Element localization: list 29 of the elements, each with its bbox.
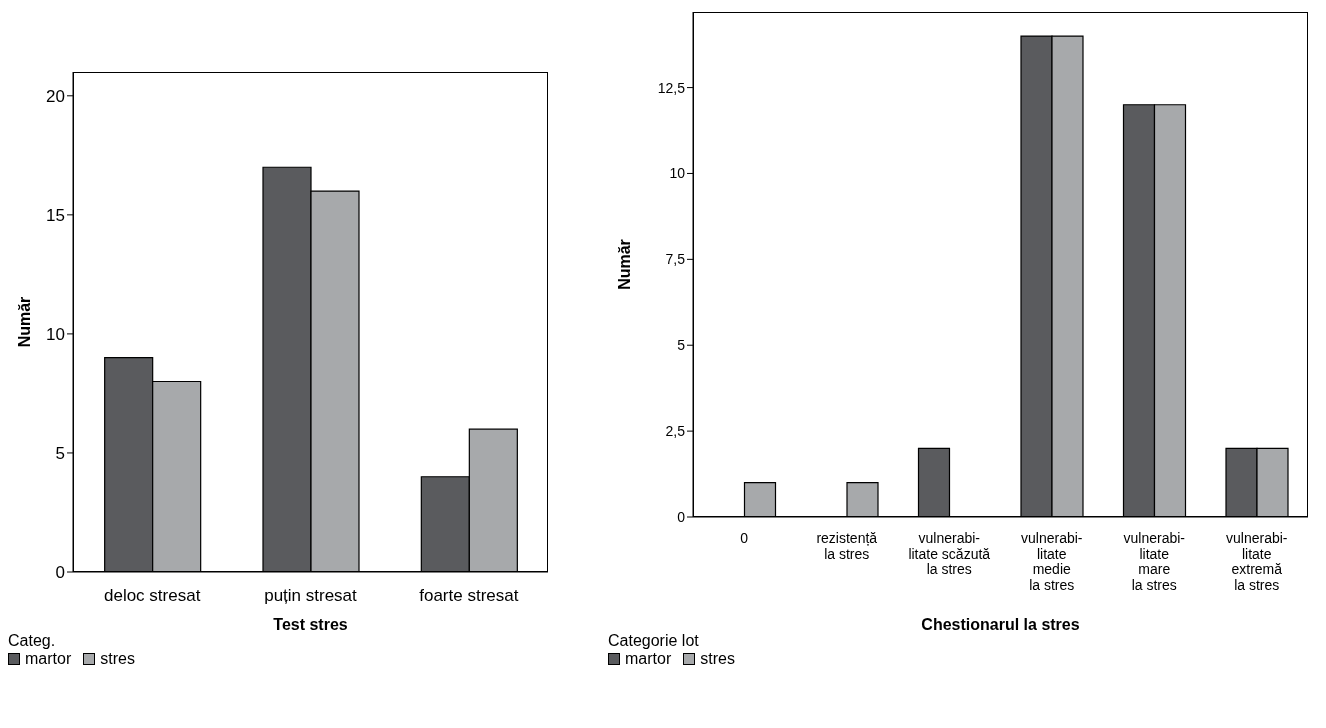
y-tick-label: 15 <box>46 205 65 225</box>
x-tick-label: puțin stresat <box>264 586 358 605</box>
legend-label: stres <box>699 650 735 668</box>
x-tick-label: foarte stresat <box>419 586 519 605</box>
legend-label: martor <box>624 650 672 668</box>
x-tick-label: 0 <box>740 530 749 546</box>
y-axis-title: Număr <box>615 239 633 290</box>
y-tick-label: 10 <box>669 165 686 182</box>
y-tick-label: 7,5 <box>665 251 686 268</box>
legend-title: Categ. <box>8 632 57 650</box>
y-tick-label: 20 <box>46 86 65 106</box>
x-tick-label: rezistență la stres <box>816 530 878 562</box>
y-tick-label: 5 <box>55 443 65 463</box>
legend-label: martor <box>24 650 72 668</box>
y-tick-label: 0 <box>677 508 686 525</box>
legend-title: Categorie lot <box>608 632 700 650</box>
y-tick-label: 10 <box>46 324 65 344</box>
x-tick-label: deloc stresat <box>103 586 201 605</box>
y-axis-title: Număr <box>15 296 33 348</box>
y-tick-label: 5 <box>677 337 686 354</box>
legend-label: stres <box>99 650 135 668</box>
x-tick-label: vulnerabi- litate extremă la stres <box>1226 530 1288 594</box>
x-axis-title: Test stres <box>273 616 348 633</box>
x-tick-label: vulnerabi- litate scăzută la stres <box>908 530 991 578</box>
x-tick-label: vulnerabi- litate mare la stres <box>1123 530 1186 594</box>
y-tick-label: 12,5 <box>657 79 686 96</box>
x-tick-label: vulnerabi- litate medie la stres <box>1021 530 1083 594</box>
y-tick-label: 2,5 <box>665 423 686 440</box>
x-axis-title: Chestionarul la stres <box>921 616 1080 633</box>
